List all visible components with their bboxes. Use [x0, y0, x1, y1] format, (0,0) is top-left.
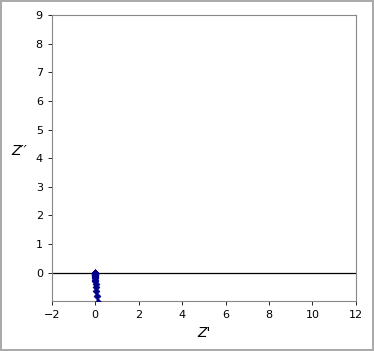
X-axis label: Z': Z': [197, 326, 211, 340]
Y-axis label: Z′′: Z′′: [11, 144, 27, 158]
